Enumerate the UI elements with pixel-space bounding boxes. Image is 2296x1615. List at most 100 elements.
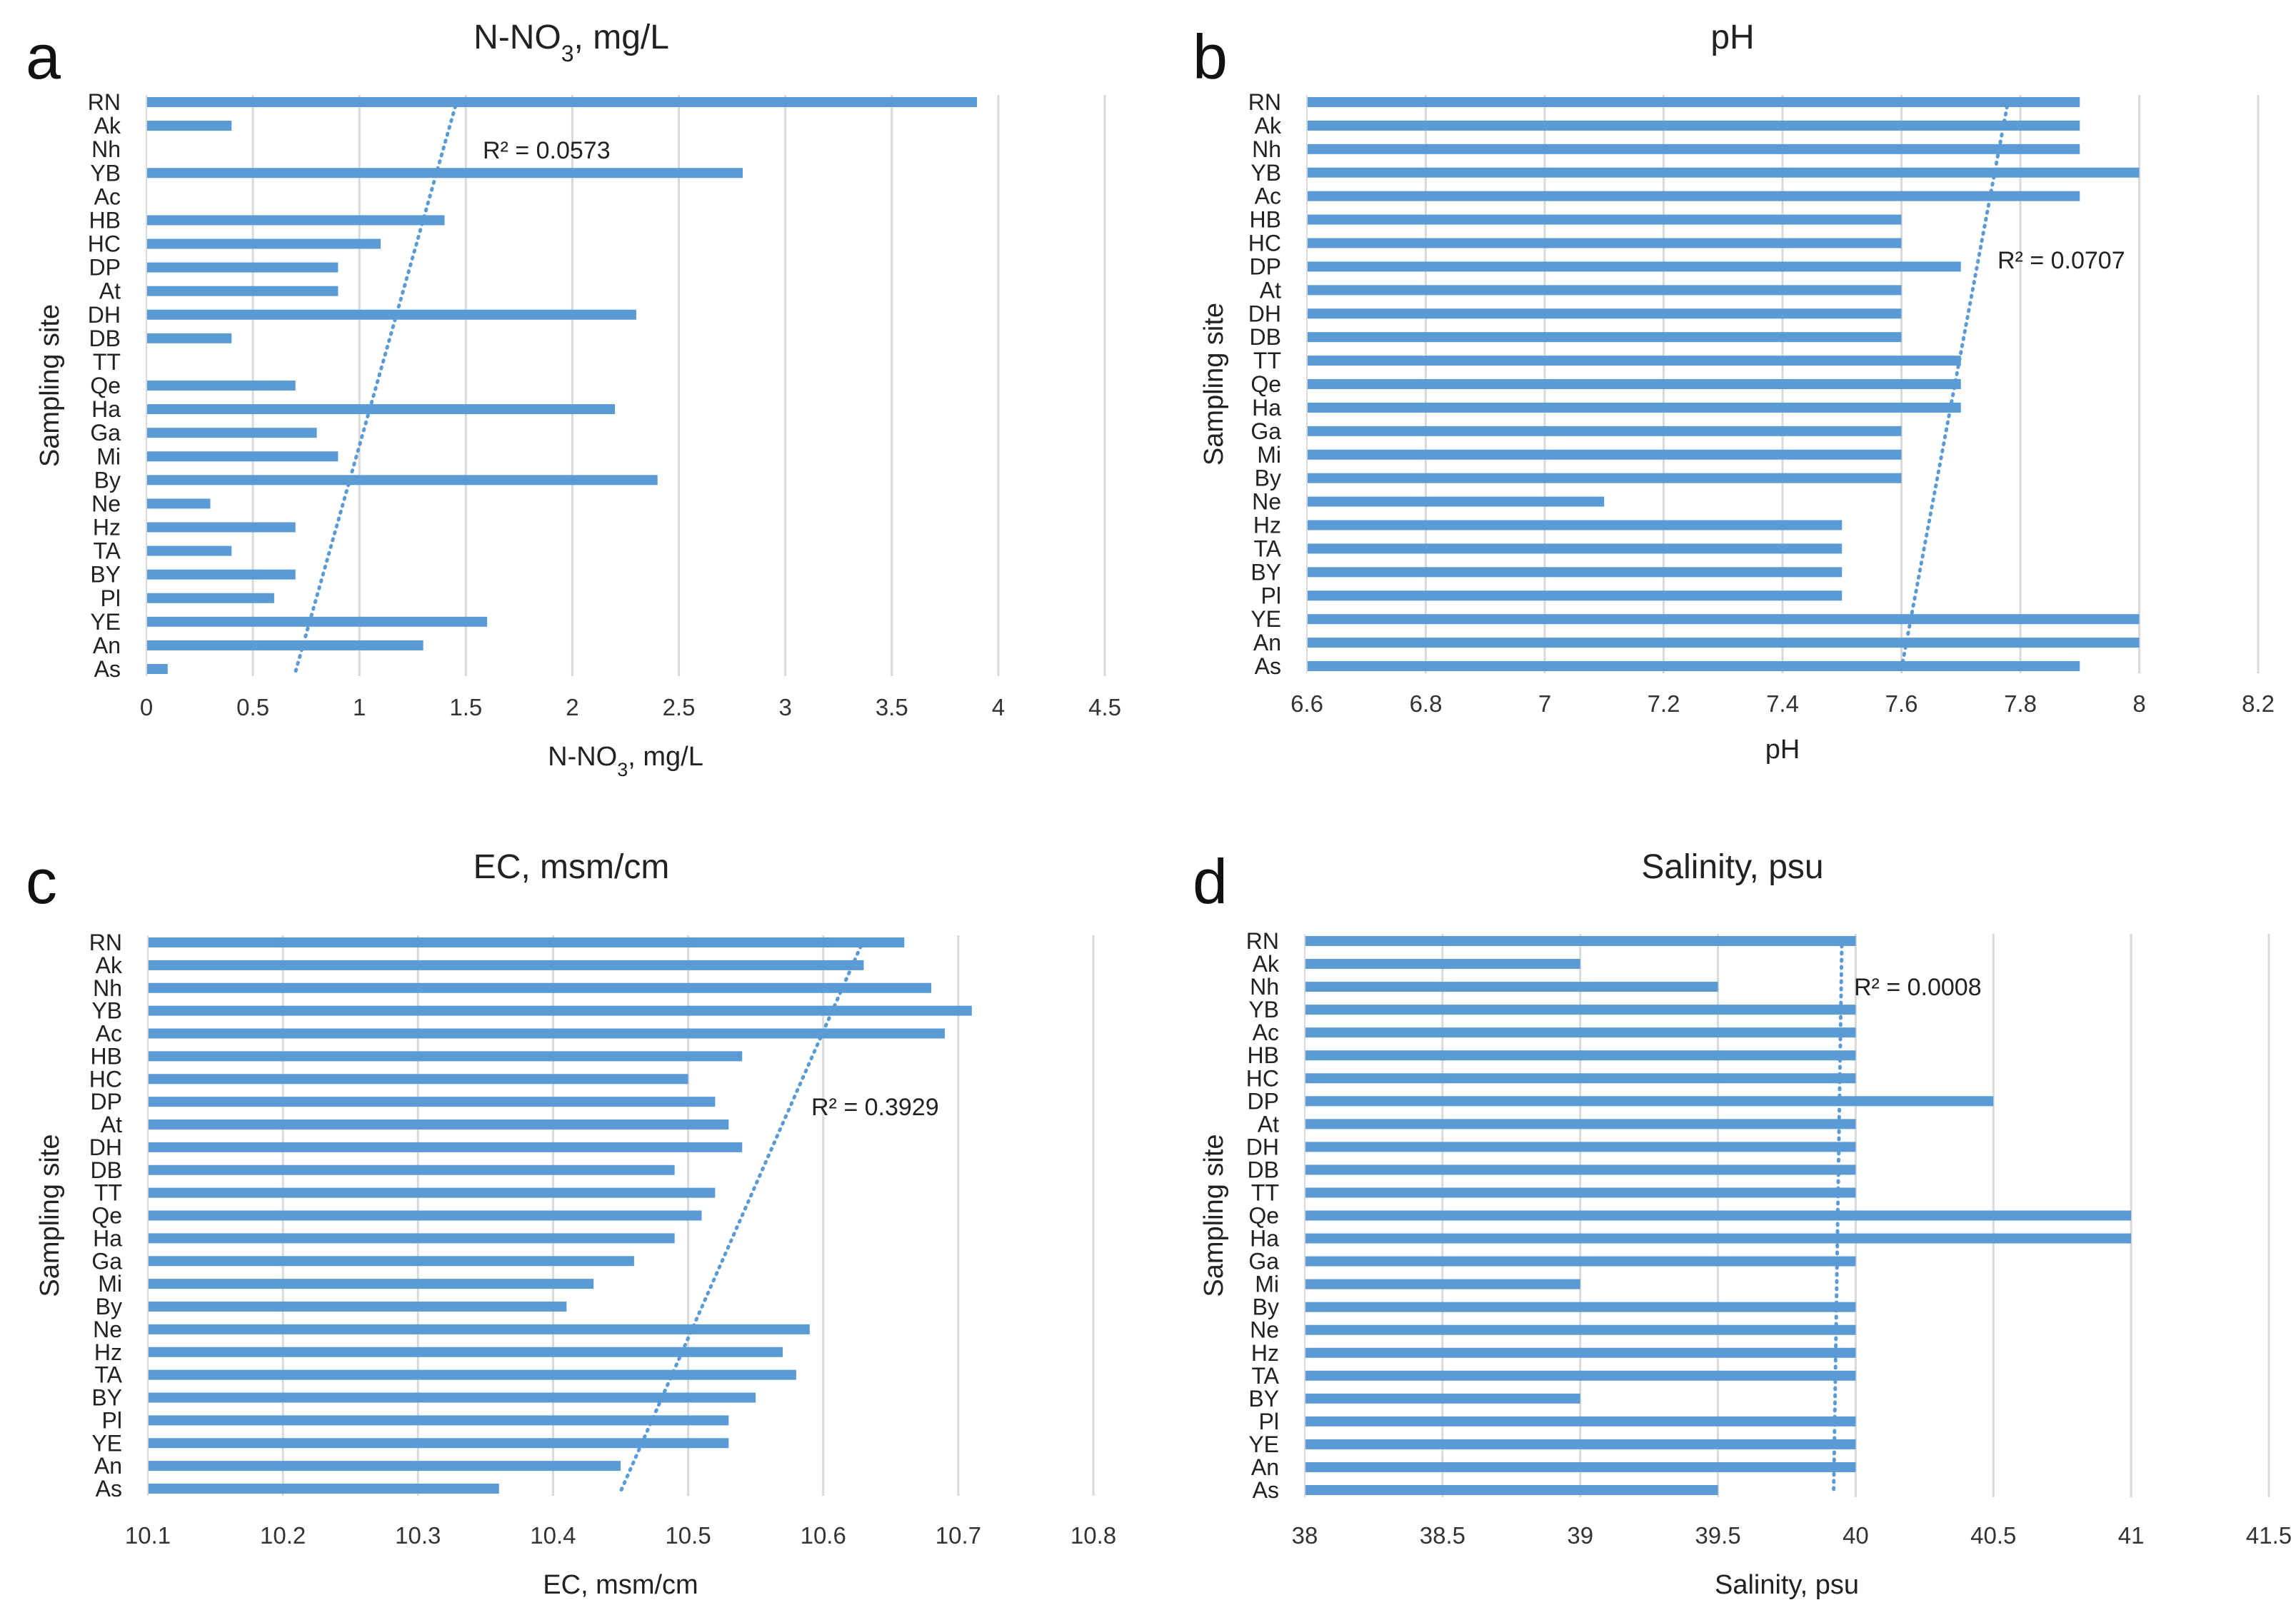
category-label: As <box>94 656 121 682</box>
bar-At <box>146 286 339 296</box>
bar-DB <box>146 333 232 343</box>
bar-An <box>1307 638 2140 648</box>
bar-YB <box>146 168 743 178</box>
category-label: An <box>93 633 121 658</box>
bar-Ne <box>146 498 211 509</box>
category-label: RN <box>89 930 122 955</box>
r-squared-label: R² = 0.0008 <box>1854 974 1982 1001</box>
x-tick-label: 40 <box>1843 1522 1869 1549</box>
category-label: TA <box>1251 1363 1279 1389</box>
category-label: At <box>1258 1111 1279 1137</box>
bar-HB <box>148 1051 743 1062</box>
bar-By <box>148 1302 567 1312</box>
bar-TA <box>1305 1370 1856 1381</box>
category-label: HB <box>1250 207 1281 233</box>
chart-title-main: EC, msm/cm <box>473 848 670 886</box>
bar-Ga <box>148 1256 634 1267</box>
bar-HC <box>146 238 381 249</box>
chart-title-main: Salinity, psu <box>1641 848 1823 886</box>
bar-RN <box>148 937 905 947</box>
panel-letter: d <box>1193 846 1228 917</box>
bar-By <box>1307 473 1902 483</box>
bar-DB <box>148 1164 675 1175</box>
category-label: As <box>96 1476 122 1501</box>
category-label: YB <box>90 160 121 186</box>
x-tick-label: 1 <box>353 694 366 720</box>
bar-YE <box>1305 1439 1856 1449</box>
bar-HB <box>1307 214 1902 225</box>
chart-title-subscript: 3 <box>561 41 574 66</box>
x-tick-label: 2.5 <box>663 694 696 720</box>
category-label: YE <box>90 609 121 635</box>
category-label: TA <box>93 538 121 564</box>
bar-Qe <box>148 1210 702 1221</box>
x-tick-label: 2 <box>566 694 578 720</box>
category-label: Ak <box>96 952 123 978</box>
bar-By <box>146 475 658 485</box>
x-tick-label: 6.8 <box>1410 690 1443 717</box>
category-label: HB <box>89 207 121 233</box>
category-label: HB <box>1248 1042 1279 1068</box>
category-label: By <box>1253 1294 1279 1320</box>
x-tick-label: 7.6 <box>1885 690 1918 717</box>
category-label: Ne <box>1252 489 1281 515</box>
category-label: Ga <box>1250 418 1281 444</box>
chart-panel-a: a N-NO3, mg/L0 0.5 1 1.5 2 2.5 3 3.5 4 4.5RNAkNhYB… <box>26 19 1121 780</box>
x-tick-label: 8 <box>2132 690 2145 717</box>
bar-An <box>148 1461 621 1471</box>
bar-Ha <box>1307 402 1961 413</box>
bar-By <box>1305 1302 1856 1312</box>
category-label: Ac <box>1255 183 1281 209</box>
category-label: TT <box>94 1180 122 1206</box>
bar-DH <box>1305 1142 1856 1152</box>
category-label: YB <box>91 998 122 1024</box>
r-squared-label: R² = 0.0707 <box>1997 247 2125 274</box>
category-label: Mi <box>1255 1272 1279 1297</box>
x-tick-label: 7.4 <box>1766 690 1799 717</box>
x-tick-label: 10.8 <box>1071 1522 1116 1549</box>
x-tick-label: 39.5 <box>1695 1522 1740 1549</box>
x-axis-label: pH <box>1765 735 1800 765</box>
category-label: Hz <box>1251 1340 1279 1366</box>
category-label: At <box>99 278 121 304</box>
category-label: An <box>1253 630 1281 655</box>
trendline <box>294 97 459 674</box>
bar-RN <box>1307 97 2080 107</box>
bar-BY <box>1307 567 1843 578</box>
category-label: BY <box>91 1385 122 1411</box>
category-label: Ga <box>91 1248 122 1274</box>
bar-Mi <box>1307 449 1902 460</box>
bar-BY <box>1305 1393 1580 1404</box>
bar-DP <box>1307 261 1961 272</box>
x-tick-label: 10.7 <box>936 1522 981 1549</box>
bar-HC <box>1307 238 1902 248</box>
bar-At <box>148 1120 729 1130</box>
category-label: Nh <box>91 136 121 162</box>
x-axis-label-main: Salinity, psu <box>1715 1570 1859 1600</box>
bar-DH <box>148 1142 743 1152</box>
bar-Ne <box>1307 496 1605 507</box>
category-label: YB <box>1248 997 1279 1022</box>
bar-Mi <box>148 1279 594 1289</box>
bar-HB <box>146 215 445 226</box>
x-tick-label: 38 <box>1292 1522 1318 1549</box>
chart-panel-b: b pH 6.6 6.8 7 7.2 7.4 7.6 7.8 8 8.2 RNAkNhYBAcHBHC… <box>1193 19 2275 765</box>
chart-title-main: pH <box>1710 19 1754 56</box>
r-squared-label: R² = 0.0573 <box>483 137 611 164</box>
category-label: TT <box>1253 348 1281 373</box>
bar-Hz <box>146 522 296 533</box>
category-label: Ha <box>1250 1226 1279 1252</box>
category-label: HC <box>1248 231 1281 256</box>
x-tick-label: 41 <box>2118 1522 2145 1549</box>
x-tick-label: 10.3 <box>395 1522 441 1549</box>
category-label: Ak <box>94 113 121 139</box>
category-label: At <box>1260 277 1281 303</box>
category-label: HB <box>91 1043 122 1069</box>
bar-Nh <box>1307 144 2080 154</box>
bar-Ak <box>1305 959 1580 970</box>
bar-Ga <box>146 428 317 438</box>
category-label: DB <box>89 326 121 351</box>
bar-Ak <box>148 960 864 970</box>
category-label: DP <box>89 255 121 281</box>
bar-RN <box>146 97 978 107</box>
